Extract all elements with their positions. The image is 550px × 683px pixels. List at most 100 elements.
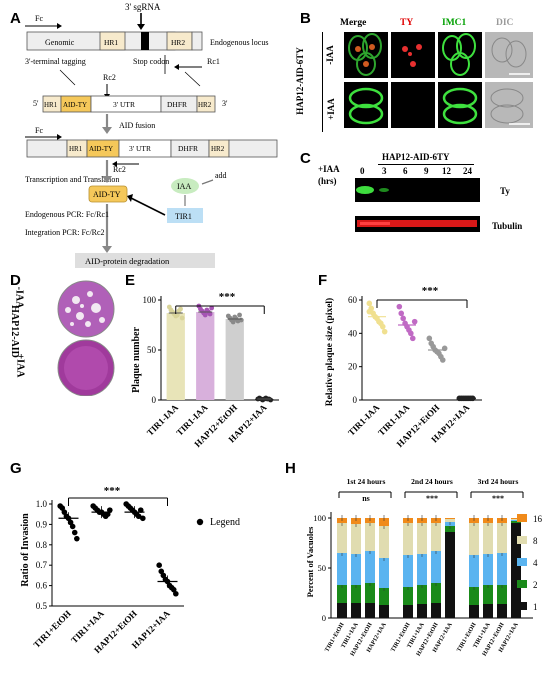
stack-segment [511,520,521,521]
rc2-label-bottom: Rc2 [113,165,126,174]
stack-segment [379,518,389,526]
data-point [381,328,388,335]
stack-segment [431,583,441,603]
tagging-label: 3'-terminal tagging [25,57,86,66]
panel-c-time-12: 12 [442,166,451,176]
data-point [268,397,274,403]
fc-label-bottom: Fc [35,126,43,135]
y-tick-label: 0.7 [36,560,48,570]
stack-segment [469,555,479,587]
bar [225,319,244,400]
y-tick-label: 0.5 [36,601,48,611]
stack-segment [511,523,521,618]
stack-segment [337,553,347,585]
three-prime-label: 3' [222,99,228,108]
stack-segment [379,588,389,605]
chart-e: Plaque number *** 050100TIR1-IAATIR1-IAA… [131,291,279,449]
legend-swatch [517,602,527,610]
hr1-label: HR1 [104,38,118,47]
legend-swatch [517,514,527,522]
panel-b-col-dic: DIC [496,18,514,28]
rc1-label: Rc1 [207,57,220,66]
data-point [140,515,146,522]
iaa-label: IAA [177,182,191,191]
data-point [202,312,208,318]
fused-aid-label: AID-TY [89,145,113,153]
sgrna-label: 3' sgRNA [125,2,161,12]
chart-f: Relative plaque size (pixel) *** 0 20 40 60… [324,285,482,449]
stack-segment [403,523,413,555]
fused-hr1-label: HR1 [69,145,83,153]
degradation-label: AID-protein degradation [85,256,170,266]
y-tick-label: 60 [348,295,358,305]
integ-pcr-label: Integration PCR: Fc/Rc2 [25,228,105,237]
panel-b-strain-line [322,32,323,132]
stack-segment [417,585,427,604]
panel-c-time-24: 24 [463,166,472,176]
stack-segment [337,523,347,553]
panel-c-time-6: 6 [403,166,408,176]
stack-segment [511,519,521,520]
legend-label: 1 [533,602,538,612]
y-tick-label: 1.0 [36,499,48,509]
data-point [71,529,78,536]
stack-segment [379,526,389,558]
panel-b-col-imc1: IMC1 [442,18,467,28]
group-title: 3rd 24 hours [478,477,519,486]
stack-segment [445,519,455,522]
panel-c-time-3: 3 [382,166,387,176]
stack-segment [431,551,441,583]
panel-b-images [344,32,533,128]
x-tick-label: TIR1+EtOH [31,608,72,649]
stack-segment [431,603,441,618]
stack-segment [337,585,347,603]
data-point [178,306,183,312]
data-point [379,323,386,330]
endogenous-locus-label: Endogenous locus [210,38,268,47]
stack-segment [379,558,389,588]
y-tick-label: 20 [348,362,358,372]
panel-b-strain-label: HAP12-AID-6TY [294,47,305,115]
panel-c-strain-line [378,164,474,165]
panel-c-bands [355,178,480,232]
bar [166,313,185,400]
panel-c-strain: HAP12-AID-6TY [382,152,450,162]
bar [196,312,215,400]
data-point [156,562,162,568]
legend-marker [196,518,204,526]
stack-segment [403,587,413,605]
data-point [238,317,244,323]
group-title: 1st 24 hours [347,477,386,486]
stack-segment [445,532,455,618]
panel-b-row-plus-iaa: +IAA [325,98,336,120]
aid-ty-box-label: AID-TY [93,190,121,199]
data-point [173,590,179,597]
panel-label-b: B [300,10,311,27]
stack-segment [469,605,479,618]
data-point [107,507,113,513]
chart-f-significance: *** [422,285,439,297]
tir1-label: TIR1 [175,212,192,221]
y-tick-label: 100 [143,295,157,305]
stack-segment [497,585,507,604]
panel-a-schematic: 3' sgRNA Fc Genomic HR1 HR2 Endogenous l… [25,2,278,268]
stack-segment [469,587,479,605]
panel-c-time-0: 0 [360,166,365,176]
panel-b-col-ty: TY [400,18,414,28]
add-label: add [215,171,227,180]
panel-c-band-tubulin: Tubulin [492,221,523,231]
endo-pcr-label: Endogenous PCR: Fc/Rc1 [25,210,109,219]
data-point [179,315,185,321]
chart-g-ylabel: Ratio of Invasion [20,513,31,587]
fc-label-top: Fc [35,14,43,23]
chart-h: Percent of Vacuoles 0 50 100 1st 24 hours ns… [305,477,543,657]
y-tick-label: 0 [322,613,326,623]
stack-segment [351,554,361,585]
stack-segment [497,553,507,585]
stack-segment [511,521,521,523]
stack-segment [417,604,427,618]
stack-segment [483,604,493,618]
panel-b-col-merge: Merge [340,18,367,28]
stack-segment [445,518,455,519]
stack-segment [351,585,361,603]
